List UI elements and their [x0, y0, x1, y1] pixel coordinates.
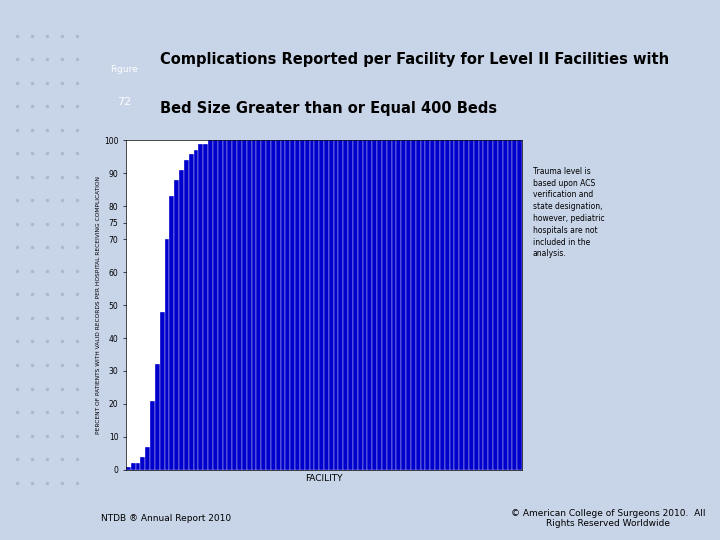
Bar [281, 140, 285, 470]
Bar [459, 140, 464, 470]
Text: Trauma level is
based upon ACS
verification and
state designation,
however, pedi: Trauma level is based upon ACS verificat… [533, 167, 604, 258]
Bar [454, 140, 459, 470]
Bar [179, 170, 184, 470]
Bar [131, 463, 135, 470]
Bar [445, 140, 449, 470]
Bar [126, 467, 131, 470]
Bar [387, 140, 392, 470]
Bar [517, 140, 522, 470]
Bar [498, 140, 503, 470]
Text: Figure: Figure [110, 65, 138, 74]
Bar [353, 140, 358, 470]
Bar [449, 140, 454, 470]
Bar [488, 140, 493, 470]
Bar [199, 144, 203, 470]
Bar [160, 312, 165, 470]
Bar [276, 140, 281, 470]
Bar [266, 140, 271, 470]
Text: Complications Reported per Facility for Level II Facilities with: Complications Reported per Facility for … [161, 52, 670, 67]
Bar [150, 401, 155, 470]
Bar [305, 140, 310, 470]
Bar [426, 140, 431, 470]
Bar [315, 140, 319, 470]
Bar [290, 140, 295, 470]
Text: NTDB ® Annual Report 2010: NTDB ® Annual Report 2010 [101, 514, 231, 523]
Bar [464, 140, 469, 470]
Bar [271, 140, 276, 470]
Bar [213, 140, 217, 470]
Bar [208, 140, 213, 470]
Bar [397, 140, 401, 470]
Bar [228, 140, 233, 470]
Bar [493, 140, 498, 470]
Bar [363, 140, 367, 470]
Bar [435, 140, 440, 470]
Bar [406, 140, 411, 470]
Bar [329, 140, 333, 470]
Bar [324, 140, 329, 470]
Bar [174, 180, 179, 470]
Bar [300, 140, 305, 470]
Bar [189, 153, 194, 470]
Bar [295, 140, 300, 470]
Bar [343, 140, 348, 470]
Bar [483, 140, 488, 470]
Bar [256, 140, 261, 470]
Bar [420, 140, 426, 470]
Bar [440, 140, 445, 470]
Bar [338, 140, 343, 470]
Bar [251, 140, 256, 470]
Bar [411, 140, 415, 470]
Bar [392, 140, 397, 470]
Bar [145, 447, 150, 470]
Bar [469, 140, 474, 470]
Bar [233, 140, 237, 470]
Bar [217, 140, 222, 470]
Bar [140, 457, 145, 470]
Bar [401, 140, 406, 470]
Bar [237, 140, 242, 470]
Bar [261, 140, 266, 470]
Bar [503, 140, 508, 470]
Text: 72: 72 [117, 97, 131, 107]
Bar [479, 140, 483, 470]
Bar [513, 140, 517, 470]
Bar [203, 144, 208, 470]
Bar [431, 140, 435, 470]
Bar [333, 140, 338, 470]
X-axis label: FACILITY: FACILITY [305, 474, 343, 483]
Bar [155, 364, 160, 470]
Bar [508, 140, 513, 470]
Bar [377, 140, 382, 470]
Y-axis label: PERCENT OF PATIENTS WITH VALID RECORDS PER HOSPITAL RECEIVING COMPLICATION: PERCENT OF PATIENTS WITH VALID RECORDS P… [96, 176, 101, 434]
Bar [474, 140, 479, 470]
Bar [319, 140, 324, 470]
Bar [169, 197, 174, 470]
Bar [247, 140, 251, 470]
Bar [285, 140, 290, 470]
Bar [372, 140, 377, 470]
Bar [194, 150, 199, 470]
Bar [222, 140, 228, 470]
Bar [358, 140, 363, 470]
Bar [348, 140, 353, 470]
Bar [184, 160, 189, 470]
Bar [135, 463, 140, 470]
Text: Bed Size Greater than or Equal 400 Beds: Bed Size Greater than or Equal 400 Beds [161, 101, 498, 116]
Bar [367, 140, 372, 470]
Bar [310, 140, 315, 470]
Bar [165, 239, 169, 470]
Text: © American College of Surgeons 2010.  All
Rights Reserved Worldwide: © American College of Surgeons 2010. All… [511, 509, 706, 528]
Bar [242, 140, 247, 470]
Bar [382, 140, 387, 470]
Bar [415, 140, 420, 470]
